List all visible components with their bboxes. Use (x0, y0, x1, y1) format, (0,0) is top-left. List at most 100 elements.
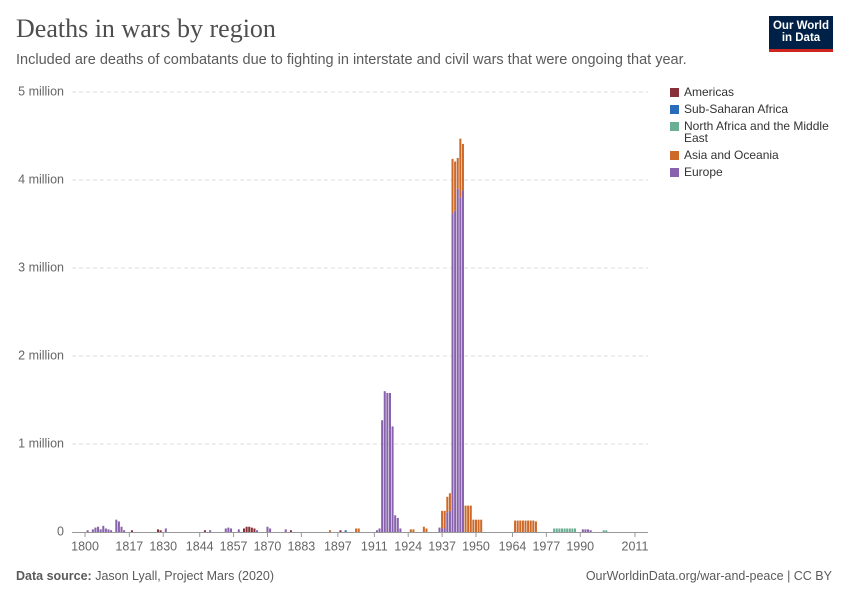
bar (566, 528, 569, 532)
legend-label: Asia and Oceania (684, 148, 779, 162)
bar (117, 521, 120, 532)
bar (459, 197, 462, 532)
legend-swatch (670, 168, 679, 177)
bar (159, 530, 162, 532)
bar (521, 520, 524, 532)
bar (339, 530, 342, 532)
bar (456, 158, 459, 189)
bar (289, 530, 292, 532)
bar (248, 526, 251, 532)
y-tick-label: 4 million (18, 172, 64, 186)
bar (164, 528, 167, 532)
bar (560, 528, 564, 532)
bar (227, 527, 230, 532)
bar (107, 529, 110, 532)
bar (383, 391, 386, 532)
bar (574, 528, 577, 532)
y-tick-label: 2 million (18, 348, 64, 362)
bar (446, 496, 449, 513)
bar (253, 528, 256, 532)
x-tick-label: 1977 (532, 539, 560, 553)
legend-item[interactable]: Americas (670, 86, 845, 98)
bar (441, 528, 444, 532)
bar (587, 529, 590, 532)
bar (243, 528, 246, 532)
bar (516, 520, 519, 532)
subtitle: Included are deaths of combatants due to… (16, 52, 687, 68)
legend-label: Sub-Saharan Africa (684, 102, 789, 116)
bar (409, 529, 412, 532)
bar (266, 526, 269, 532)
x-tick-label: 2011 (622, 539, 649, 553)
y-tick-label: 3 million (18, 260, 64, 274)
bar (97, 526, 100, 532)
bar (563, 528, 566, 532)
bar (472, 519, 475, 532)
legend-swatch (670, 105, 679, 114)
legend-item[interactable]: Europe (670, 166, 845, 178)
bar (514, 520, 517, 532)
bar (130, 530, 133, 532)
bar (250, 527, 253, 532)
bar (568, 528, 571, 532)
bar (605, 530, 608, 532)
bar (412, 529, 415, 532)
logo[interactable]: Our World in Data (769, 16, 833, 52)
bar (441, 510, 444, 529)
bar (381, 420, 384, 532)
x-tick-label: 1964 (499, 539, 527, 553)
bar (110, 530, 113, 532)
bar (469, 505, 472, 532)
bar (156, 529, 160, 532)
bar (91, 529, 94, 532)
y-tick-label: 1 million (18, 436, 64, 450)
bar (115, 519, 118, 532)
bar (461, 143, 464, 191)
legend-swatch (670, 88, 679, 97)
bar (461, 190, 464, 532)
source-text: Jason Lyall, Project Mars (2020) (95, 569, 274, 583)
bar (375, 530, 378, 532)
url[interactable]: OurWorldinData.org/war-and-peace | CC BY (585, 569, 832, 583)
bar (344, 530, 347, 532)
source-label: Data source: (16, 569, 92, 583)
bar (553, 528, 556, 532)
x-tick-label: 1870 (254, 539, 282, 553)
bar (394, 515, 397, 532)
bar (451, 213, 454, 532)
bar (99, 529, 102, 532)
y-tick-label: 5 million (18, 84, 64, 98)
legend-item[interactable]: North Africa and the Middle East (670, 120, 845, 144)
bar (464, 505, 467, 532)
bar (527, 520, 530, 532)
bar (581, 529, 584, 532)
bar (519, 520, 522, 532)
x-tick-label: 1990 (566, 539, 594, 553)
bar (589, 530, 592, 532)
bar (422, 526, 425, 532)
bar (245, 526, 248, 532)
bar (269, 528, 272, 532)
bar (555, 528, 558, 532)
bar (378, 528, 381, 532)
bar (102, 525, 105, 532)
bar (388, 392, 391, 532)
x-tick-label: 1924 (394, 539, 422, 553)
bar (451, 158, 454, 214)
bar (123, 530, 126, 532)
bar (104, 528, 107, 532)
x-tick-label: 1883 (287, 539, 315, 553)
bar (386, 392, 389, 532)
bar (524, 520, 527, 532)
bar (224, 528, 227, 532)
bar (94, 527, 97, 532)
x-tick-label: 1897 (324, 539, 352, 553)
title: Deaths in wars by region (16, 14, 276, 43)
legend-item[interactable]: Asia and Oceania (670, 149, 845, 161)
bar (329, 530, 332, 532)
legend-item[interactable]: Sub-Saharan Africa (670, 103, 845, 115)
x-tick-label: 1937 (428, 539, 456, 553)
x-tick-label: 1857 (220, 539, 248, 553)
bar (454, 161, 457, 211)
bar (456, 188, 459, 533)
